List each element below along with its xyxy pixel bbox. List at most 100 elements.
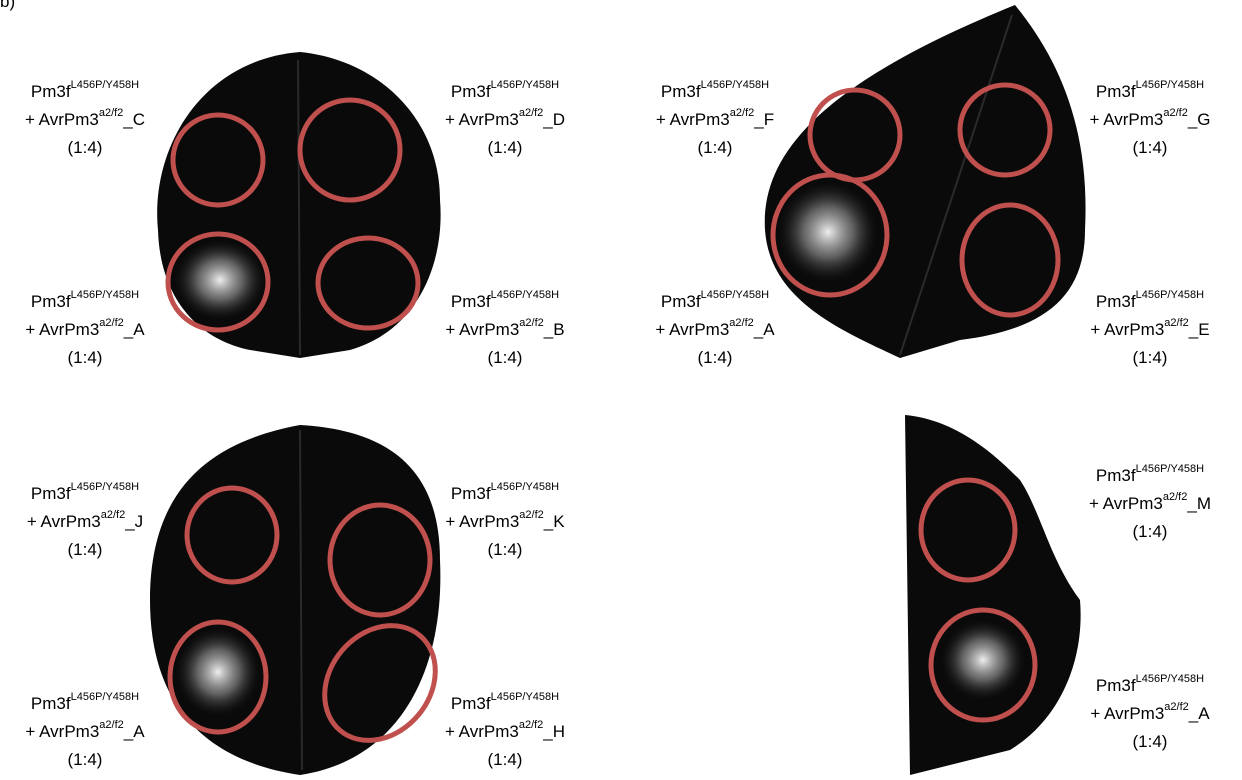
sample-label: Pm3fL456P/Y458H+ AvrPm3a2/f2_A(1:4) — [625, 288, 805, 372]
effector-superscript: a2/f2 — [730, 107, 754, 119]
effector: + AvrPm3 — [25, 722, 99, 741]
effector: + AvrPm3 — [445, 722, 519, 741]
effector: + AvrPm3 — [27, 512, 101, 531]
effector-superscript: a2/f2 — [729, 317, 753, 329]
gene-superscript: L456P/Y458H — [701, 79, 770, 91]
gene: Pm3f — [1096, 82, 1136, 101]
ratio: (1:4) — [625, 134, 805, 162]
effector: + AvrPm3 — [1089, 110, 1163, 129]
effector-suffix: _M — [1187, 494, 1211, 513]
sample-label: Pm3fL456P/Y458H+ AvrPm3a2/f2_A(1:4) — [1060, 672, 1240, 756]
effector: + AvrPm3 — [445, 512, 519, 531]
ratio: (1:4) — [625, 344, 805, 372]
gene-line: Pm3fL456P/Y458H — [415, 690, 595, 718]
ratio: (1:4) — [0, 134, 175, 162]
gene-line: Pm3fL456P/Y458H — [415, 78, 595, 106]
effector-suffix: _K — [544, 512, 565, 531]
gene: Pm3f — [31, 292, 71, 311]
gene-superscript: L456P/Y458H — [71, 79, 140, 91]
gene-line: Pm3fL456P/Y458H — [1060, 288, 1240, 316]
ratio: (1:4) — [0, 536, 175, 564]
gene: Pm3f — [31, 82, 71, 101]
effector-superscript: a2/f2 — [1163, 491, 1187, 503]
effector-superscript: a2/f2 — [1164, 701, 1188, 713]
gene-superscript: L456P/Y458H — [1136, 463, 1205, 475]
gene-line: Pm3fL456P/Y458H — [0, 78, 175, 106]
gene-superscript: L456P/Y458H — [1136, 79, 1205, 91]
gene: Pm3f — [451, 292, 491, 311]
effector-superscript: a2/f2 — [519, 719, 543, 731]
sample-label: Pm3fL456P/Y458H+ AvrPm3a2/f2_K(1:4) — [415, 480, 595, 564]
sample-label: Pm3fL456P/Y458H+ AvrPm3a2/f2_F(1:4) — [625, 78, 805, 162]
gene: Pm3f — [1096, 292, 1136, 311]
effector-line: + AvrPm3a2/f2_H — [415, 718, 595, 746]
effector-suffix: _A — [1189, 704, 1210, 723]
sample-label: Pm3fL456P/Y458H+ AvrPm3a2/f2_A(1:4) — [0, 288, 175, 372]
gene: Pm3f — [31, 694, 71, 713]
gene-superscript: L456P/Y458H — [1136, 673, 1205, 685]
effector-line: + AvrPm3a2/f2_A — [1060, 700, 1240, 728]
effector-line: + AvrPm3a2/f2_D — [415, 106, 595, 134]
ratio: (1:4) — [415, 746, 595, 774]
effector-suffix: _C — [123, 110, 145, 129]
sample-label: Pm3fL456P/Y458H+ AvrPm3a2/f2_M(1:4) — [1060, 462, 1240, 546]
sample-label: Pm3fL456P/Y458H + AvrPm3a2/f2_B(1:4) — [415, 288, 595, 372]
gene: Pm3f — [451, 484, 491, 503]
effector-superscript: a2/f2 — [99, 317, 123, 329]
gene-line: Pm3fL456P/Y458H — [1060, 672, 1240, 700]
effector-suffix: _E — [1189, 320, 1210, 339]
effector-superscript: a2/f2 — [1164, 317, 1188, 329]
effector-suffix: _A — [124, 320, 145, 339]
effector: + AvrPm3 — [445, 110, 519, 129]
effector: + AvrPm3 — [655, 320, 729, 339]
effector-suffix: _D — [543, 110, 565, 129]
effector-suffix: _A — [754, 320, 775, 339]
figure: b) Pm3fL456P/Y458H+ AvrPm3a2/f2_C(1:4)Pm… — [0, 0, 1242, 780]
sample-label: Pm3fL456P/Y458H+ AvrPm3a2/f2_C(1:4) — [0, 78, 175, 162]
gene-line: Pm3fL456P/Y458H — [625, 78, 805, 106]
effector: + AvrPm3 — [1089, 494, 1163, 513]
sample-label: Pm3fL456P/Y458H+ AvrPm3a2/f2_H(1:4) — [415, 690, 595, 774]
effector: + AvrPm3 — [25, 320, 99, 339]
effector-line: + AvrPm3a2/f2_C — [0, 106, 175, 134]
gene-superscript: L456P/Y458H — [71, 289, 140, 301]
effector-superscript: a2/f2 — [519, 107, 543, 119]
ratio: (1:4) — [415, 134, 595, 162]
lesion — [778, 182, 878, 282]
gene: Pm3f — [661, 82, 701, 101]
gene-line: Pm3fL456P/Y458H — [0, 480, 175, 508]
ratio: (1:4) — [1060, 344, 1240, 372]
effector-suffix: _A — [124, 722, 145, 741]
ratio: (1:4) — [415, 344, 595, 372]
effector-superscript: a2/f2 — [519, 509, 543, 521]
lesion — [176, 628, 260, 716]
gene-superscript: L456P/Y458H — [491, 289, 560, 301]
effector: + AvrPm3 — [1090, 320, 1164, 339]
effector-line: + AvrPm3a2/f2_E — [1060, 316, 1240, 344]
effector-line: + AvrPm3a2/f2_K — [415, 508, 595, 536]
effector-line: + AvrPm3a2/f2_J — [0, 508, 175, 536]
gene-line: Pm3fL456P/Y458H — [0, 288, 175, 316]
effector-line: + AvrPm3a2/f2_M — [1060, 490, 1240, 518]
leaf-images — [0, 0, 1242, 780]
gene-superscript: L456P/Y458H — [491, 79, 560, 91]
effector-suffix: _G — [1188, 110, 1211, 129]
effector-superscript: a2/f2 — [519, 317, 543, 329]
effector-superscript: a2/f2 — [99, 107, 123, 119]
lesion — [175, 240, 265, 320]
gene: Pm3f — [451, 82, 491, 101]
effector-line: + AvrPm3a2/f2_A — [0, 718, 175, 746]
lesion — [941, 620, 1025, 700]
effector: + AvrPm3 — [445, 320, 519, 339]
panel-label: b) — [0, 0, 15, 12]
ratio: (1:4) — [415, 536, 595, 564]
gene-line: Pm3fL456P/Y458H — [415, 480, 595, 508]
sample-label: Pm3fL456P/Y458H+ AvrPm3a2/f2_E(1:4) — [1060, 288, 1240, 372]
gene-superscript: L456P/Y458H — [1136, 289, 1205, 301]
effector-line: + AvrPm3a2/f2_B — [415, 316, 595, 344]
gene-superscript: L456P/Y458H — [71, 481, 140, 493]
effector: + AvrPm3 — [1090, 704, 1164, 723]
gene-line: Pm3fL456P/Y458H — [0, 690, 175, 718]
effector-line: + AvrPm3a2/f2_A — [625, 316, 805, 344]
effector-line: + AvrPm3a2/f2_A — [0, 316, 175, 344]
